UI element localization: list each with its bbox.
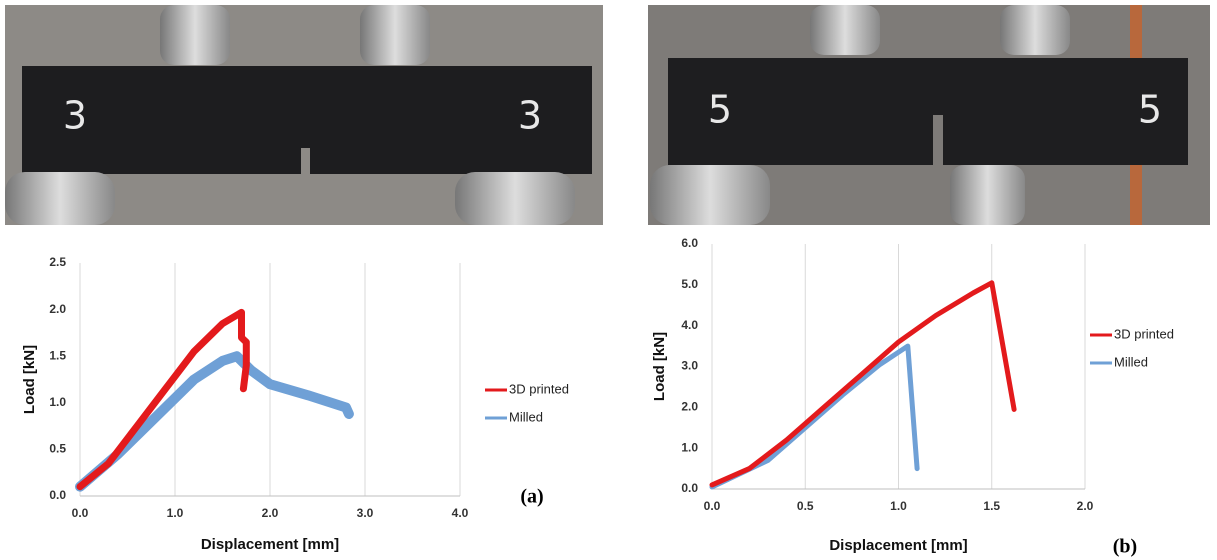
x-tick-label: 1.0 [890,499,907,513]
y-tick-label: 3.0 [681,359,698,373]
x-tick-label: 2.0 [1077,499,1094,513]
specimen-label: 5 [1138,88,1162,132]
x-tick-label: 2.0 [262,506,279,520]
y-axis-label: Load [kN] [21,345,38,414]
x-axis-label: Displacement [mm] [201,536,339,553]
y-tick-label: 2.0 [49,302,66,316]
legend-label: Milled [509,409,543,424]
y-tick-label: 2.5 [49,255,66,269]
x-tick-label: 4.0 [452,506,469,520]
specimen-label: 3 [518,94,542,138]
x-axis-label: Displacement [mm] [829,537,967,554]
x-tick-label: 1.0 [167,506,184,520]
y-tick-label: 1.0 [49,395,66,409]
x-tick-label: 0.0 [72,506,89,520]
y-tick-label: 4.0 [681,318,698,332]
x-tick-label: 0.5 [797,499,814,513]
specimen-label: 5 [708,88,732,132]
x-tick-label: 3.0 [357,506,374,520]
x-tick-label: 1.5 [983,499,1000,513]
specimen-label: 3 [63,94,87,138]
y-tick-label: 0.0 [681,481,698,495]
series-line [76,308,250,491]
legend-label: Milled [1114,354,1148,369]
y-tick-label: 6.0 [681,236,698,250]
y-tick-label: 2.0 [681,400,698,414]
panel-label: (b) [1113,536,1137,558]
series-line [709,343,920,490]
series-line [709,280,1017,488]
y-tick-label: 0.5 [49,442,66,456]
y-axis-label: Load [kN] [651,332,668,401]
photo-b: 5 5 [648,5,1210,225]
series-line [75,351,354,492]
panel-label: (a) [520,486,543,508]
legend-label: 3D printed [1114,326,1174,341]
photo-a: 3 3 [5,5,603,225]
y-tick-label: 5.0 [681,277,698,291]
y-tick-label: 1.5 [49,348,66,362]
x-tick-label: 0.0 [704,499,721,513]
y-tick-label: 1.0 [681,440,698,454]
legend-label: 3D printed [509,381,569,396]
y-tick-label: 0.0 [49,488,66,502]
